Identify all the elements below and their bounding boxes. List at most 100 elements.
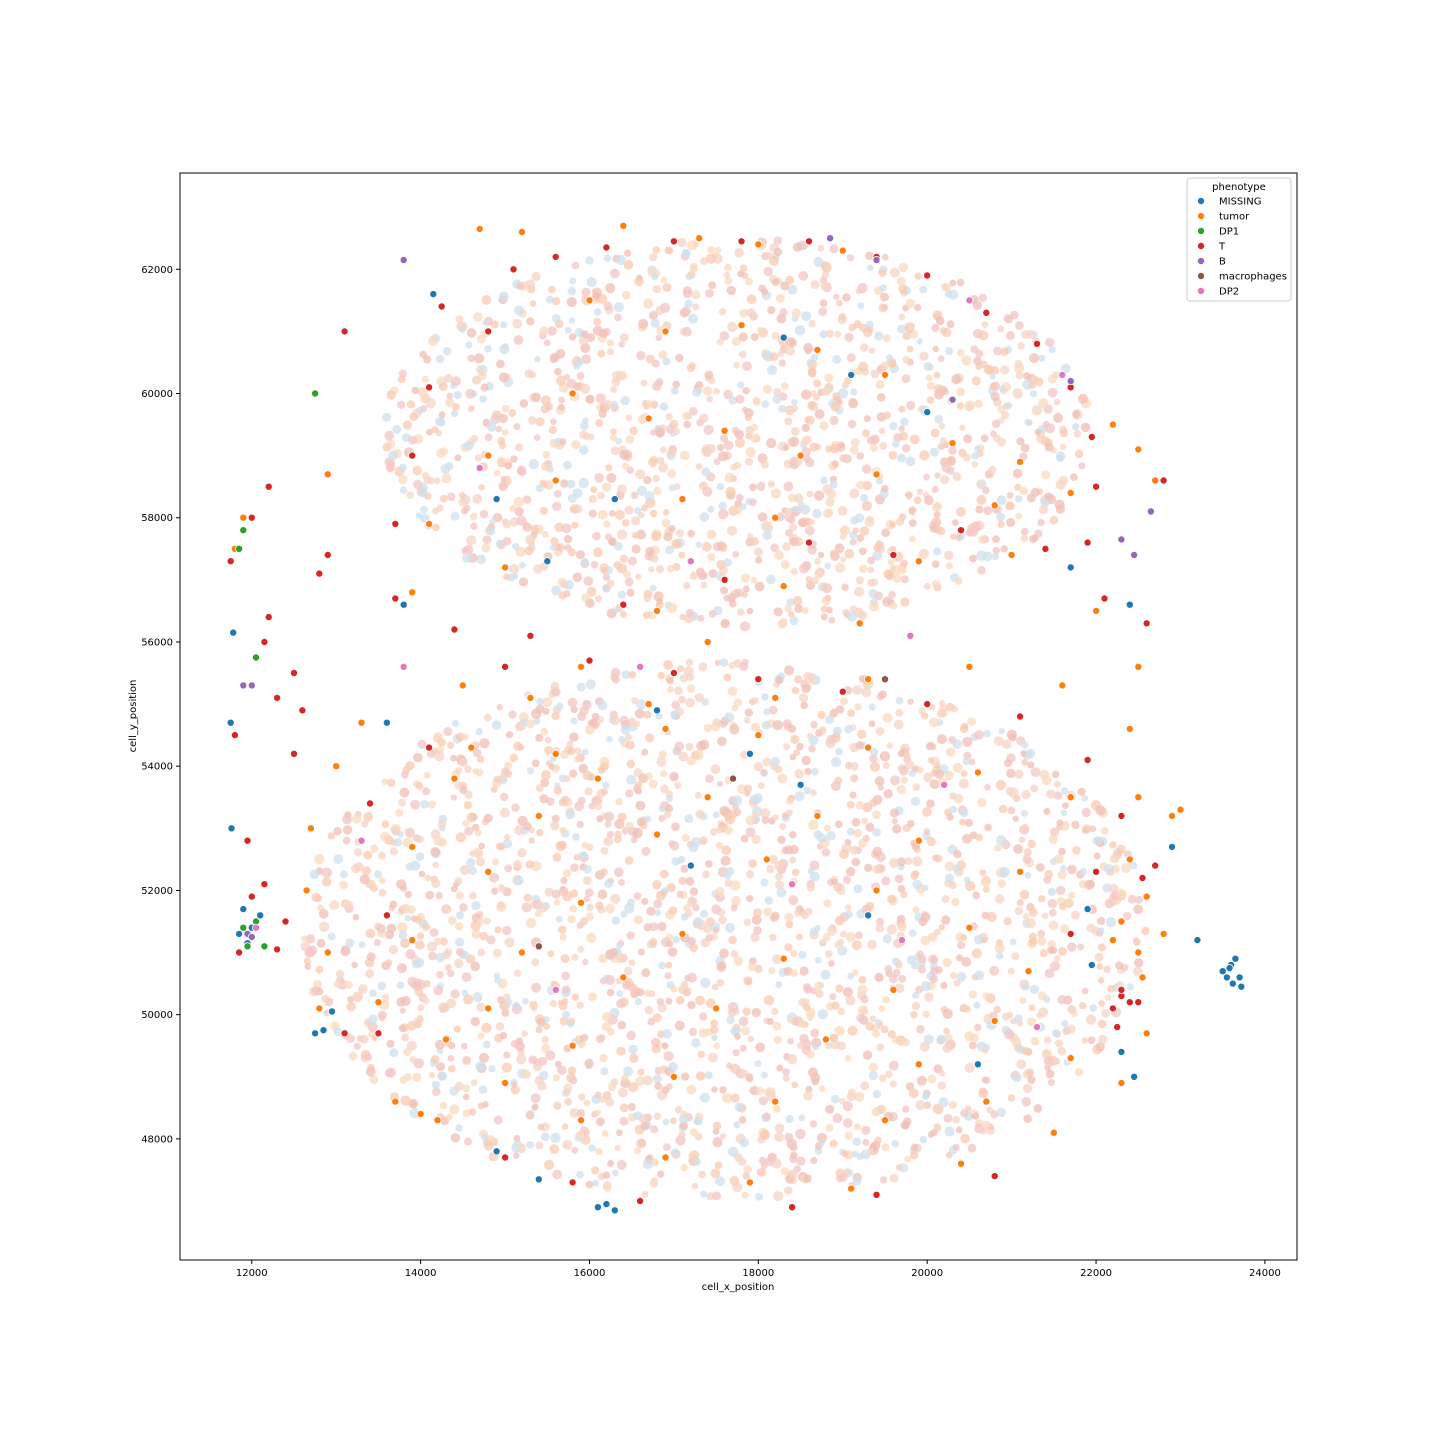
tissue-cell-marker — [645, 354, 655, 364]
tissue-cell-marker — [536, 829, 544, 837]
tissue-cell-marker — [461, 732, 469, 741]
data-point-tumor — [1134, 662, 1143, 671]
tissue-cell-marker — [904, 1155, 911, 1163]
tissue-cell-marker — [929, 975, 939, 984]
tissue-cell-marker — [719, 1133, 727, 1140]
tissue-cell-marker — [914, 303, 922, 312]
tissue-cell-marker — [943, 1113, 953, 1123]
tissue-cell-marker — [667, 469, 677, 478]
tissue-cell-marker — [781, 382, 789, 390]
tissue-cell-marker — [741, 1191, 749, 1199]
data-point-tumor — [669, 1072, 678, 1081]
tissue-cell-marker — [824, 562, 831, 570]
tissue-cell-marker — [1084, 879, 1095, 890]
tissue-cell-marker — [962, 736, 973, 748]
tissue-cell-marker — [414, 957, 425, 968]
tissue-cell-marker — [568, 317, 576, 324]
tissue-cell-marker — [568, 548, 576, 557]
tissue-cell-marker — [1048, 920, 1059, 931]
tissue-cell-marker — [771, 1158, 782, 1169]
tissue-cell-marker — [847, 611, 857, 622]
tissue-cell-marker — [567, 1066, 577, 1075]
data-point-tumor — [1176, 805, 1185, 814]
data-point-tumor — [1108, 420, 1117, 429]
tissue-cell-marker — [963, 434, 973, 444]
legend-label: T — [1218, 242, 1226, 253]
tissue-cell-marker — [715, 886, 725, 896]
tissue-cell-marker — [660, 784, 669, 794]
data-point-t — [990, 1172, 999, 1181]
tissue-cell-marker — [407, 976, 418, 987]
tissue-cell-marker — [975, 505, 984, 514]
tissue-cell-marker — [534, 356, 541, 363]
tissue-cell-marker — [734, 500, 742, 508]
tissue-cell-marker — [934, 501, 941, 509]
tissue-cell-marker — [559, 1016, 569, 1026]
tissue-cell-marker — [405, 949, 416, 960]
tissue-cell-marker — [775, 880, 785, 890]
tissue-cell-marker — [1061, 1020, 1069, 1028]
tissue-cell-marker — [474, 850, 483, 859]
tissue-cell-marker — [1133, 938, 1141, 946]
tissue-cell-marker — [491, 720, 502, 730]
tissue-cell-marker — [614, 1144, 621, 1152]
tissue-cell-marker — [425, 398, 436, 409]
tissue-cell-marker — [743, 918, 752, 926]
data-point-tumor — [1134, 445, 1143, 454]
tissue-cell-marker — [991, 419, 1001, 429]
tissue-cell-marker — [1024, 872, 1032, 879]
tissue-cell-marker — [954, 577, 963, 585]
tissue-cell-marker — [528, 371, 537, 379]
tissue-cell-marker — [920, 935, 931, 946]
tissue-cell-marker — [855, 800, 865, 810]
tissue-cell-marker — [1115, 961, 1124, 970]
data-point-missing — [1117, 1047, 1126, 1056]
data-point-missing — [227, 824, 236, 833]
tissue-cell-marker — [688, 842, 699, 853]
data-point-missing — [429, 290, 438, 299]
tissue-cell-marker — [344, 980, 353, 989]
tissue-cell-marker — [648, 457, 658, 468]
tissue-cell-marker — [982, 486, 990, 495]
tissue-cell-marker — [989, 382, 998, 390]
tissue-cell-marker — [594, 802, 603, 811]
tissue-cell-marker — [791, 427, 800, 436]
tissue-cell-marker — [734, 588, 744, 598]
tissue-cell-marker — [1023, 848, 1032, 857]
data-point-tumor — [1024, 967, 1033, 976]
tissue-cell-marker — [558, 1001, 568, 1011]
tissue-cell-marker — [894, 874, 904, 884]
tissue-cell-marker — [952, 472, 962, 481]
tissue-cell-marker — [566, 479, 576, 489]
tissue-cell-marker — [416, 406, 424, 415]
data-point-t — [425, 383, 434, 392]
tissue-cell-marker — [834, 330, 842, 338]
legend-marker — [1197, 286, 1206, 295]
data-point-b — [399, 255, 408, 264]
tissue-cell-marker — [990, 392, 1000, 402]
tissue-cell-marker — [553, 490, 562, 498]
tissue-cell-marker — [426, 476, 435, 485]
scatter-points — [226, 221, 1246, 1215]
tissue-cell-marker — [600, 1067, 609, 1076]
tissue-cell-marker — [923, 361, 933, 371]
tissue-cell-marker — [834, 543, 845, 554]
tissue-cell-marker — [327, 832, 335, 840]
tissue-cell-marker — [498, 291, 509, 302]
data-point-missing — [1193, 936, 1202, 945]
tissue-cell-marker — [1000, 365, 1010, 375]
tissue-cell-marker — [763, 266, 773, 277]
tissue-cell-marker — [404, 890, 412, 899]
tissue-cell-marker — [849, 845, 859, 855]
tissue-cell-marker — [864, 863, 873, 872]
tissue-cell-marker — [513, 496, 525, 507]
data-point-t — [501, 1153, 510, 1162]
data-point-t — [1100, 594, 1109, 603]
tissue-cell-marker — [655, 427, 665, 438]
tissue-cell-marker — [521, 997, 529, 1005]
tissue-cell-marker — [820, 613, 828, 621]
tissue-cell-marker — [516, 1054, 527, 1065]
data-point-tumor — [1066, 793, 1075, 802]
tissue-cell-marker — [665, 790, 673, 798]
tissue-cell-marker — [1042, 420, 1050, 428]
